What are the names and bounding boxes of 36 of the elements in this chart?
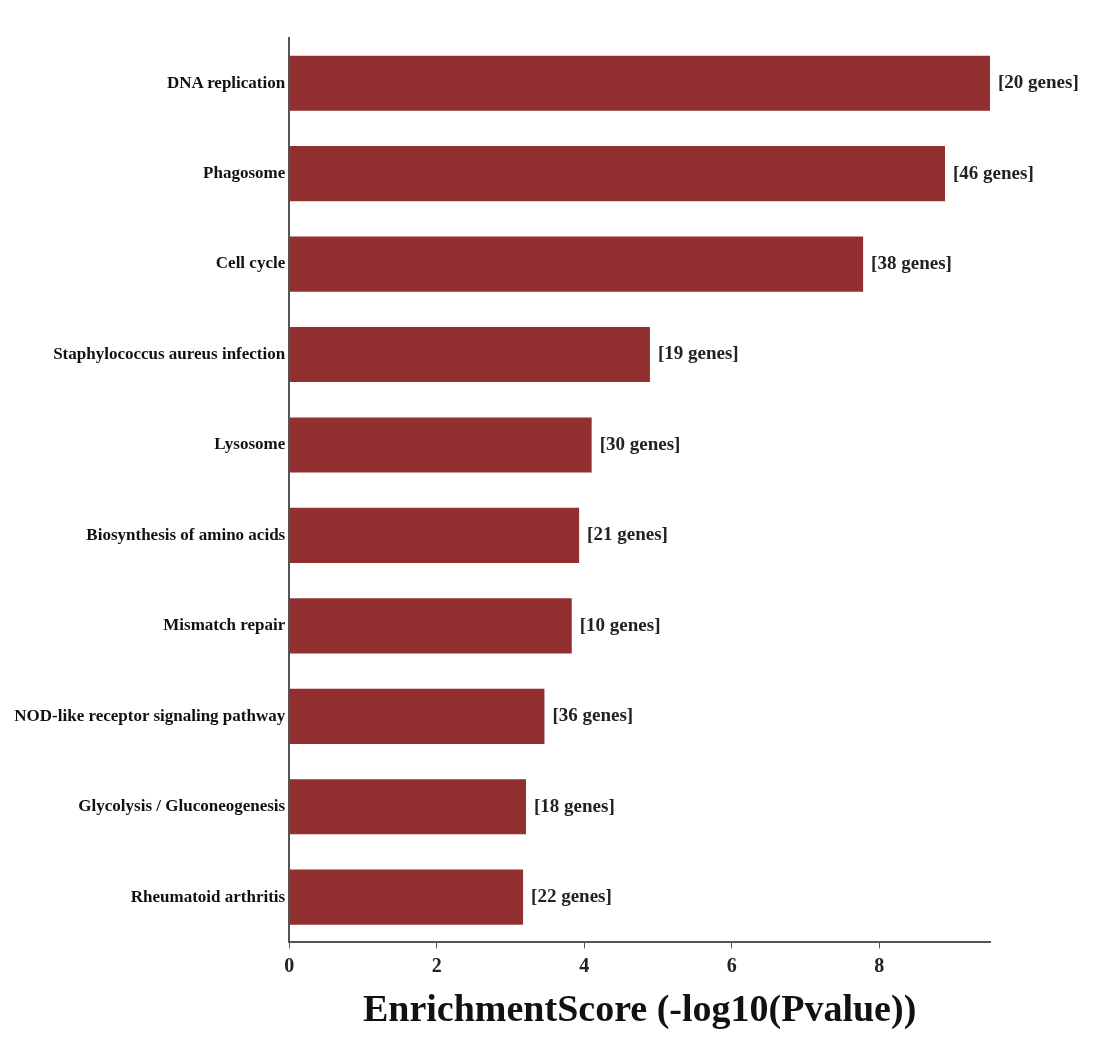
y-tick-label: Biosynthesis of amino acids	[86, 524, 286, 544]
bar	[289, 146, 945, 202]
bar	[289, 688, 545, 744]
annotation: [36 genes]	[552, 704, 634, 726]
x-tick-label: 6	[726, 953, 737, 976]
y-tick-label: NOD-like receptor signaling pathway	[14, 705, 286, 725]
x-tick-label: 2	[431, 953, 442, 976]
annotation: [30 genes]	[599, 432, 681, 454]
bar	[289, 869, 524, 925]
annotation: [22 genes]	[531, 885, 612, 907]
annotation: [20 genes]	[998, 71, 1079, 93]
bar	[289, 779, 526, 835]
x-tick-label: 4	[579, 953, 590, 976]
bar	[289, 55, 990, 111]
annotation: [46 genes]	[953, 161, 1034, 183]
y-tick-label: DNA replication	[166, 72, 286, 92]
y-tick-label: Lysosome	[214, 434, 286, 454]
bar	[289, 326, 650, 383]
x-tick-label: 8	[874, 953, 885, 976]
annotation: [21 genes]	[587, 523, 668, 545]
bar	[289, 236, 864, 292]
bar	[289, 417, 592, 473]
y-tick-label: Phagosome	[203, 163, 286, 183]
annotation: [10 genes]	[579, 613, 661, 635]
y-tick-label: Glycolysis / Gluconeogenesis	[78, 796, 286, 816]
x-tick-label: 0	[284, 953, 295, 976]
annotation: [19 genes]	[657, 342, 739, 364]
annotation: [18 genes]	[534, 794, 615, 816]
bar	[289, 507, 580, 563]
annotation: [38 genes]	[871, 252, 952, 274]
y-tick-label: Rheumatoid arthritis	[130, 886, 286, 906]
y-tick-label: Cell cycle	[215, 253, 286, 273]
x-axis-title: EnrichmentScore (-log10(Pvalue))	[362, 987, 917, 1031]
y-tick-label: Staphylococcus aureus infection	[53, 343, 286, 363]
y-tick-label: Mismatch repair	[163, 615, 286, 635]
bar	[289, 598, 572, 654]
